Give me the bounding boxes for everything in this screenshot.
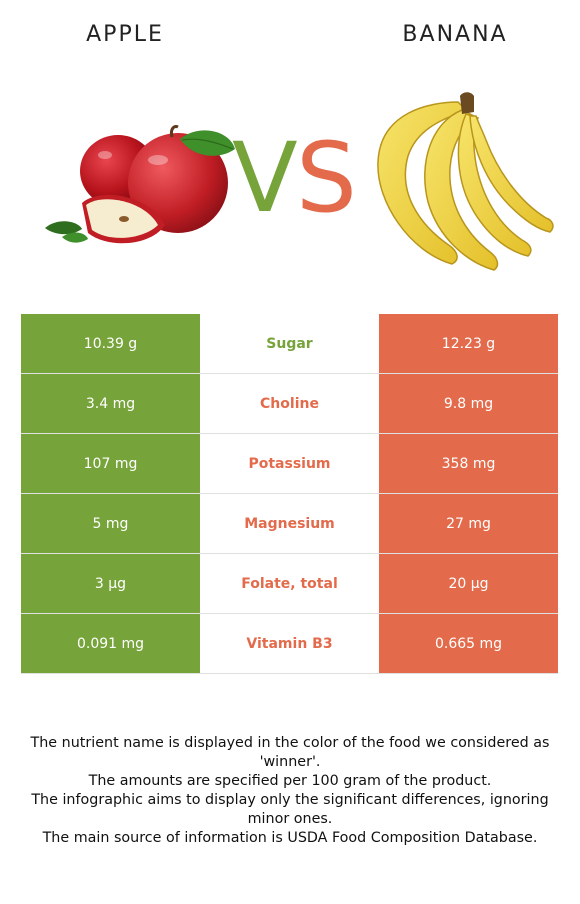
nutrient-name: Choline	[200, 374, 379, 433]
table-row: 107 mg Potassium 358 mg	[21, 434, 558, 494]
right-value: 9.8 mg	[379, 374, 558, 433]
comparison-table: 10.39 g Sugar 12.23 g 3.4 mg Choline 9.8 mg 10…	[21, 314, 558, 674]
table-row: 3.4 mg Choline 9.8 mg	[21, 374, 558, 434]
right-food-title: BANANA	[402, 22, 508, 47]
left-value: 5 mg	[21, 494, 200, 553]
nutrient-name: Potassium	[200, 434, 379, 493]
nutrient-name: Magnesium	[200, 494, 379, 553]
left-value: 10.39 g	[21, 314, 200, 373]
apple-image	[45, 125, 235, 244]
vs-letter-v: V	[232, 122, 298, 234]
left-value: 0.091 mg	[21, 614, 200, 673]
footer-line-4: The main source of information is USDA F…	[42, 830, 538, 846]
footer-line-2: The amounts are specified per 100 gram o…	[88, 773, 492, 789]
left-value: 3 µg	[21, 554, 200, 613]
right-value: 20 µg	[379, 554, 558, 613]
nutrient-name: Vitamin B3	[200, 614, 379, 673]
table-row: 5 mg Magnesium 27 mg	[21, 494, 558, 554]
footer-notes: The nutrient name is displayed in the co…	[18, 734, 562, 848]
right-value: 358 mg	[379, 434, 558, 493]
nutrient-name: Sugar	[200, 314, 379, 373]
table-row: 10.39 g Sugar 12.23 g	[21, 314, 558, 374]
table-row: 3 µg Folate, total 20 µg	[21, 554, 558, 614]
right-value: 12.23 g	[379, 314, 558, 373]
footer-line-3: The infographic aims to display only the…	[31, 792, 549, 827]
left-food-title: APPLE	[86, 22, 164, 47]
left-value: 107 mg	[21, 434, 200, 493]
vs-letter-s: S	[296, 122, 357, 234]
table-row: 0.091 mg Vitamin B3 0.665 mg	[21, 614, 558, 674]
footer-line-1: The nutrient name is displayed in the co…	[30, 735, 550, 770]
banana-image	[377, 92, 554, 271]
left-value: 3.4 mg	[21, 374, 200, 433]
right-value: 27 mg	[379, 494, 558, 553]
nutrient-name: Folate, total	[200, 554, 379, 613]
right-value: 0.665 mg	[379, 614, 558, 673]
